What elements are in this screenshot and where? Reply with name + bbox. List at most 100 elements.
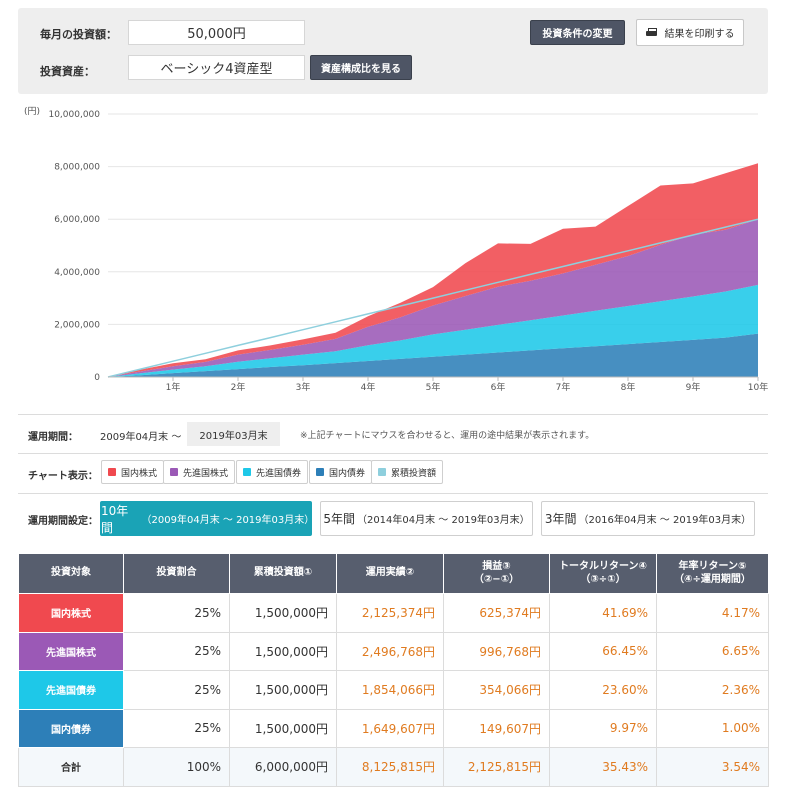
period-5y-sub: （2014年04月末 ～ 2019年03月末） (356, 515, 530, 526)
y-tick-label: 8,000,000 (54, 163, 100, 173)
header-target: 投資対象 (18, 553, 124, 594)
asset-type-label: 投資資産： (40, 65, 95, 78)
legend-swatch (316, 468, 324, 476)
divider (18, 493, 768, 494)
invested-cell: 6,000,000円 (229, 747, 337, 787)
period-10y-sub: （2009年04月末 ～ 2019年03月末） (141, 515, 315, 526)
annual-return-cell: 6.65% (656, 631, 769, 671)
invested-cell: 1,500,000円 (229, 708, 337, 748)
x-tick-label: 6年 (491, 381, 506, 393)
x-tick-label: 4年 (361, 381, 376, 393)
ratio-cell: 25% (123, 631, 230, 671)
total-return-cell: 41.69% (549, 593, 657, 633)
legend-swatch (108, 468, 116, 476)
legend-toggle-domestic-stock[interactable]: 国内株式 (101, 460, 165, 484)
asset-name-cell: 国内債券 (18, 708, 124, 748)
header-invested: 累積投資額① (229, 553, 337, 594)
legend-swatch (243, 468, 251, 476)
header-text: 投資割合 (156, 567, 197, 579)
ratio-cell: 25% (123, 670, 230, 710)
x-tick-label: 3年 (296, 381, 311, 393)
x-tick-label: 10年 (748, 381, 768, 393)
annual-return-cell: 1.00% (656, 708, 769, 748)
y-unit-label: (円) (24, 106, 40, 117)
result-cell: 8,125,815円 (336, 747, 444, 787)
legend-toggle-cumulative[interactable]: 累積投資額 (371, 460, 444, 484)
legend-toggle-developed-stock[interactable]: 先進国株式 (163, 460, 236, 484)
profit-cell: 996,768円 (443, 631, 550, 671)
view-composition-button[interactable]: 資産構成比を見る (310, 55, 412, 80)
result-cell: 1,649,607円 (336, 708, 444, 748)
period-3y-button[interactable]: 3年間 （2016年04月末 ～ 2019年03月末） (541, 501, 755, 536)
area-series (108, 333, 758, 377)
header-text: 損益③ （②−①） (473, 561, 520, 585)
profit-cell: 149,607円 (443, 708, 550, 748)
total-return-cell: 66.45% (549, 631, 657, 671)
printer-icon (645, 28, 657, 37)
legend-label: 先進国債券 (256, 468, 302, 479)
header-total-return: トータルリターン④ （③÷①） (549, 553, 657, 594)
table-row: 国内株式 25% 1,500,000円 2,125,374円 625,374円 … (18, 593, 769, 633)
y-tick-label: 6,000,000 (54, 215, 100, 225)
profit-cell: 625,374円 (443, 593, 550, 633)
ratio-cell: 100% (123, 747, 230, 787)
table-header-row: 投資対象 投資割合 累積投資額① 運用実績② 損益③ （②−①） トータルリター… (18, 553, 769, 594)
x-tick-label: 9年 (686, 381, 701, 393)
header-profit: 損益③ （②−①） (443, 553, 550, 594)
legend-label: 国内債券 (329, 468, 366, 479)
total-return-cell: 23.60% (549, 670, 657, 710)
ratio-cell: 25% (123, 708, 230, 748)
period-3y-main: 3年間 (544, 512, 577, 526)
result-cell: 1,854,066円 (336, 670, 444, 710)
header-text: 投資対象 (51, 567, 91, 579)
investment-chart[interactable]: 0 2,000,000 4,000,000 6,000,000 8,000,000 10,… (18, 100, 770, 400)
monthly-amount-field: 50,000円 (128, 20, 305, 45)
change-conditions-button[interactable]: 投資条件の変更 (530, 20, 625, 45)
legend-toggle-developed-bond[interactable]: 先進国債券 (236, 460, 309, 484)
legend-swatch (170, 468, 178, 476)
period-10y-main: 10年間 (101, 503, 129, 535)
x-tick-label: 8年 (621, 381, 636, 393)
annual-return-cell: 4.17% (656, 593, 769, 633)
period-end: 2019年03月末 (187, 422, 280, 446)
period-5y-button[interactable]: 5年間 （2014年04月末 ～ 2019年03月末） (320, 501, 533, 536)
annual-return-cell: 3.54% (656, 747, 769, 787)
print-results-button[interactable]: 結果を印刷する (636, 19, 744, 46)
legend-toggle-domestic-bond[interactable]: 国内債券 (309, 460, 373, 484)
period-10y-button[interactable]: 10年間 （2009年04月末 ～ 2019年03月末） (100, 501, 315, 536)
header-ratio: 投資割合 (123, 553, 230, 594)
chart-svg[interactable]: 0 2,000,000 4,000,000 6,000,000 8,000,000 10,… (18, 100, 770, 400)
total-name-cell: 合計 (18, 747, 124, 787)
header-text: 累積投資額① (253, 567, 313, 579)
result-cell: 2,125,374円 (336, 593, 444, 633)
y-tick-label: 10,000,000 (48, 110, 100, 120)
header-annual-return: 年率リターン⑤ （④÷運用期間） (656, 553, 769, 594)
monthly-amount-label: 毎月の投資額： (40, 28, 117, 41)
area-series (108, 284, 758, 377)
legend-swatch (378, 468, 386, 476)
profit-cell: 354,066円 (443, 670, 550, 710)
table-row: 国内債券 25% 1,500,000円 1,649,607円 149,607円 … (18, 708, 769, 748)
header-text: トータルリターン④ （③÷①） (559, 561, 647, 585)
y-tick-label: 0 (94, 373, 100, 383)
profit-cell: 2,125,815円 (443, 747, 550, 787)
total-return-cell: 9.97% (549, 708, 657, 748)
result-cell: 2,496,768円 (336, 631, 444, 671)
total-return-cell: 35.43% (549, 747, 657, 787)
period-setting-label: 運用期間設定： (28, 516, 98, 527)
asset-name-cell: 国内株式 (18, 593, 124, 633)
asset-name-cell: 先進国株式 (18, 631, 124, 671)
period-5y-main: 5年間 (323, 512, 355, 526)
period-start: 2009年04月末 ～ (100, 432, 182, 443)
period-3y-sub: （2016年04月末 ～ 2019年03月末） (578, 515, 752, 526)
print-results-label: 結果を印刷する (664, 29, 735, 40)
divider (18, 453, 768, 454)
legend-label: 累積投資額 (391, 468, 437, 479)
x-tick-label: 5年 (426, 381, 441, 393)
period-label: 運用期間： (28, 432, 78, 443)
asset-name-cell: 先進国債券 (18, 670, 124, 710)
invested-cell: 1,500,000円 (229, 631, 337, 671)
chart-hover-note: ※上記チャートにマウスを合わせると、運用の途中結果が表示されます。 (300, 431, 595, 441)
legend-label: 国内株式 (121, 468, 158, 479)
area-series (108, 163, 758, 377)
